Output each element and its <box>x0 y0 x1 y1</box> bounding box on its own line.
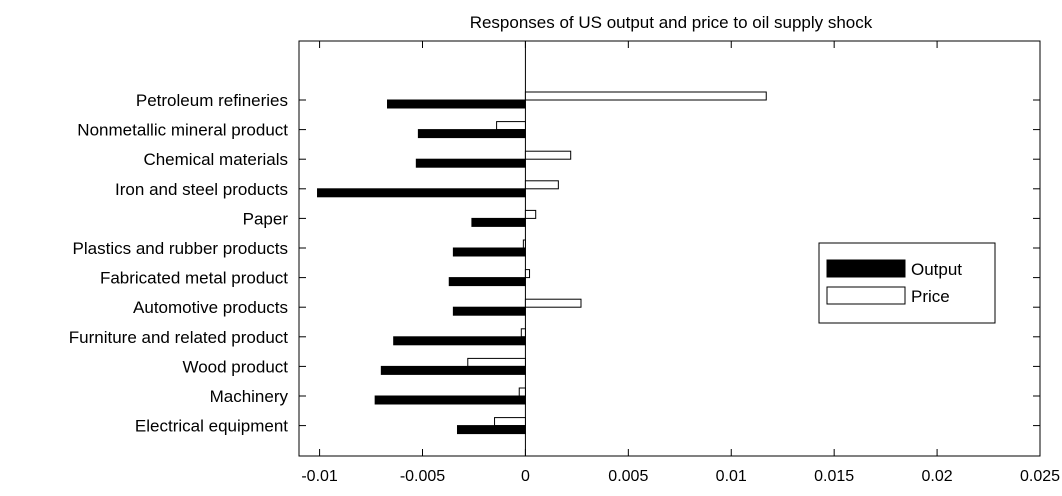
x-tick-label: -0.005 <box>400 468 445 485</box>
plot-area: -0.01 -0.005 0 0.005 0.01 0.015 0.02 0.025 Petro… <box>69 40 1060 485</box>
bar-price <box>524 209 537 219</box>
bar-price <box>518 387 526 397</box>
bar-output <box>393 336 526 346</box>
bar-price <box>524 91 767 101</box>
chart-title: Responses of US output and price to oil … <box>470 13 873 32</box>
category-label: Paper <box>243 209 289 228</box>
bar-output <box>448 277 526 287</box>
category-label: Wood product <box>182 357 288 376</box>
legend-swatch-price <box>826 286 906 305</box>
x-tick-label: 0.02 <box>922 468 953 485</box>
category-label: Nonmetallic mineral product <box>77 121 288 140</box>
bar-output <box>317 188 526 198</box>
bar-price <box>524 298 582 308</box>
bar-price <box>524 180 559 190</box>
category-label: Fabricated metal product <box>100 269 288 288</box>
bar-price <box>522 239 526 249</box>
bar-output <box>456 425 526 435</box>
legend-box <box>818 242 996 324</box>
category-label: Chemical materials <box>143 150 288 169</box>
x-tick-label: 0.005 <box>608 468 648 485</box>
x-tick-label: 0.025 <box>1020 468 1060 485</box>
bar-output <box>471 217 526 227</box>
bar-output <box>387 99 526 109</box>
bar-price <box>520 328 526 338</box>
category-label: Furniture and related product <box>69 328 289 347</box>
bar-output <box>452 306 526 316</box>
x-tick-label: 0 <box>521 468 530 485</box>
category-label: Automotive products <box>133 298 288 317</box>
x-tick-label: -0.01 <box>301 468 338 485</box>
bar-price <box>494 417 526 427</box>
bar-output <box>374 395 526 405</box>
legend-swatch-output <box>826 259 906 278</box>
category-label: Electrical equipment <box>135 417 288 436</box>
category-label: Plastics and rubber products <box>73 239 288 258</box>
bar-output <box>415 158 526 168</box>
x-tick-label: 0.015 <box>814 468 854 485</box>
legend-label-output: Output <box>911 260 962 279</box>
category-label: Iron and steel products <box>115 180 288 199</box>
category-label: Petroleum refineries <box>136 91 288 110</box>
legend: Output Price <box>818 242 996 324</box>
bar-output <box>380 365 526 375</box>
bar-price <box>524 150 572 160</box>
bar-price <box>467 357 526 367</box>
x-tick-label: 0.01 <box>716 468 747 485</box>
bar-price <box>496 121 526 131</box>
bar-output <box>452 247 526 257</box>
legend-label-price: Price <box>911 287 950 306</box>
category-label: Machinery <box>210 387 289 406</box>
bar-price <box>524 269 531 279</box>
bar-output <box>417 129 526 139</box>
